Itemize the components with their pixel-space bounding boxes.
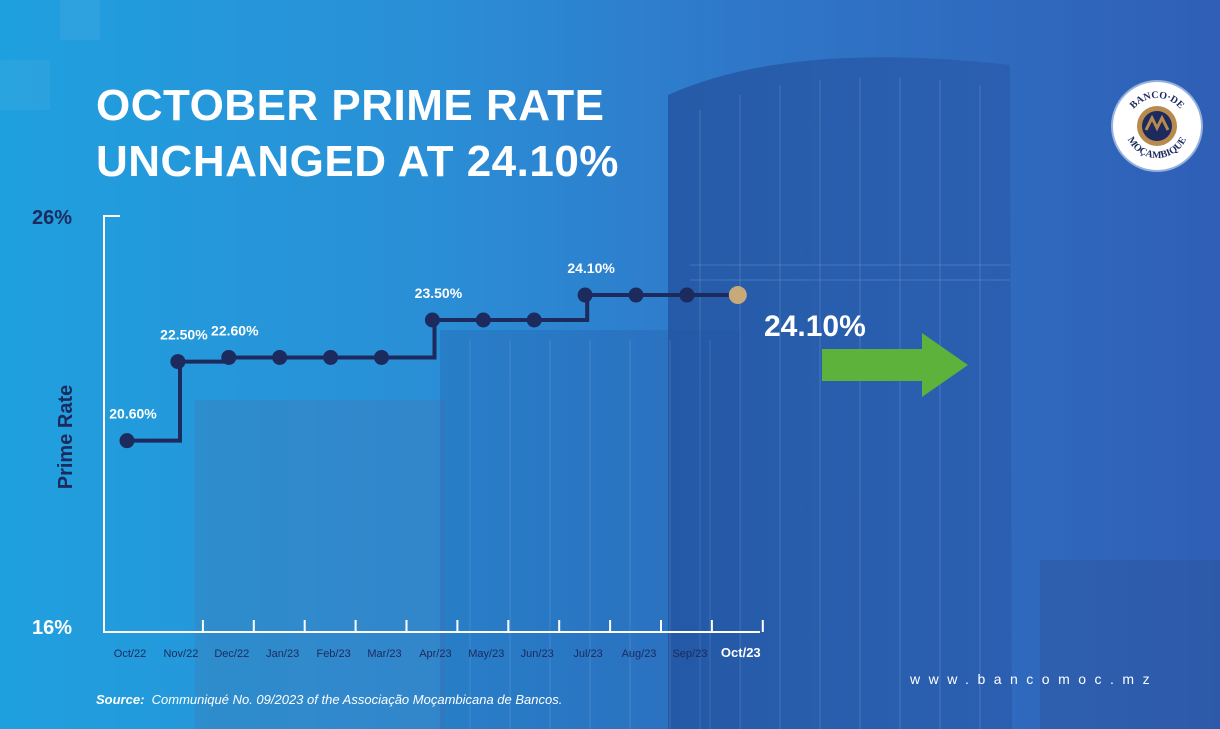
- source-label: Source: [96, 692, 141, 707]
- x-tick-label: Jan/23: [266, 648, 299, 660]
- y-axis-label: Prime Rate: [55, 385, 77, 490]
- data-label: 20.60%: [109, 406, 157, 422]
- trend-arrow-icon: [822, 333, 968, 397]
- x-tick-label: Mar/23: [367, 648, 401, 660]
- data-label: 23.50%: [415, 285, 463, 301]
- data-point-highlight: [728, 286, 747, 305]
- y-tick-top: 26%: [32, 207, 72, 229]
- x-tick-label: Apr/23: [419, 648, 451, 660]
- data-point: [526, 312, 542, 328]
- data-label: 24.10%: [567, 260, 615, 276]
- x-tick-label: Sep/23: [672, 648, 707, 660]
- y-tick-bottom: 16%: [32, 617, 72, 639]
- x-tick-labels: Oct/22 Nov/22 Dec/22 Jan/23 Feb/23 Mar/23 Apr/…: [114, 645, 761, 660]
- x-tick-label: Nov/22: [163, 648, 198, 660]
- data-point: [679, 287, 695, 303]
- data-point: [272, 349, 288, 365]
- data-point: [374, 349, 389, 365]
- source-note: Source: Communiqué No. 09/2023 of the As…: [96, 692, 563, 707]
- website-url[interactable]: www.bancomoc.mz: [910, 671, 1159, 687]
- data-point: [119, 433, 135, 449]
- x-tick-label: Oct/23: [721, 645, 761, 660]
- x-tick-label: May/23: [468, 648, 504, 660]
- data-point: [628, 287, 644, 303]
- chart-axes: [103, 215, 764, 633]
- data-point: [424, 312, 440, 328]
- x-tick-label: Jun/23: [521, 648, 554, 660]
- x-tick-label: Aug/23: [622, 648, 657, 660]
- x-tick-label: Jul/23: [573, 648, 602, 660]
- source-text: Communiqué No. 09/2023 of the Associação…: [151, 692, 563, 707]
- data-labels: 20.60% 22.50% 22.60% 23.50% 24.10%: [109, 260, 615, 422]
- data-point: [577, 287, 593, 303]
- page-title: OCTOBER PRIME RATE UNCHANGED AT 24.10%: [96, 78, 619, 190]
- data-label: 22.60%: [211, 322, 259, 338]
- data-point: [323, 349, 339, 365]
- data-point: [475, 312, 491, 328]
- data-point: [170, 354, 186, 370]
- x-tick-label: Dec/22: [214, 648, 249, 660]
- current-rate-label: 24.10%: [764, 310, 866, 343]
- data-label: 22.50%: [160, 327, 208, 343]
- data-point: [221, 349, 237, 365]
- title-line-2: UNCHANGED AT 24.10%: [96, 137, 619, 186]
- x-tick-label: Feb/23: [316, 648, 350, 660]
- banco-de-mocambique-logo: BANCO·DE MOÇAMBIQUE: [1113, 82, 1201, 170]
- title-line-1: OCTOBER PRIME RATE: [96, 81, 605, 130]
- data-points: [119, 286, 747, 449]
- axis-lines: [103, 215, 760, 633]
- x-tick-label: Oct/22: [114, 648, 146, 660]
